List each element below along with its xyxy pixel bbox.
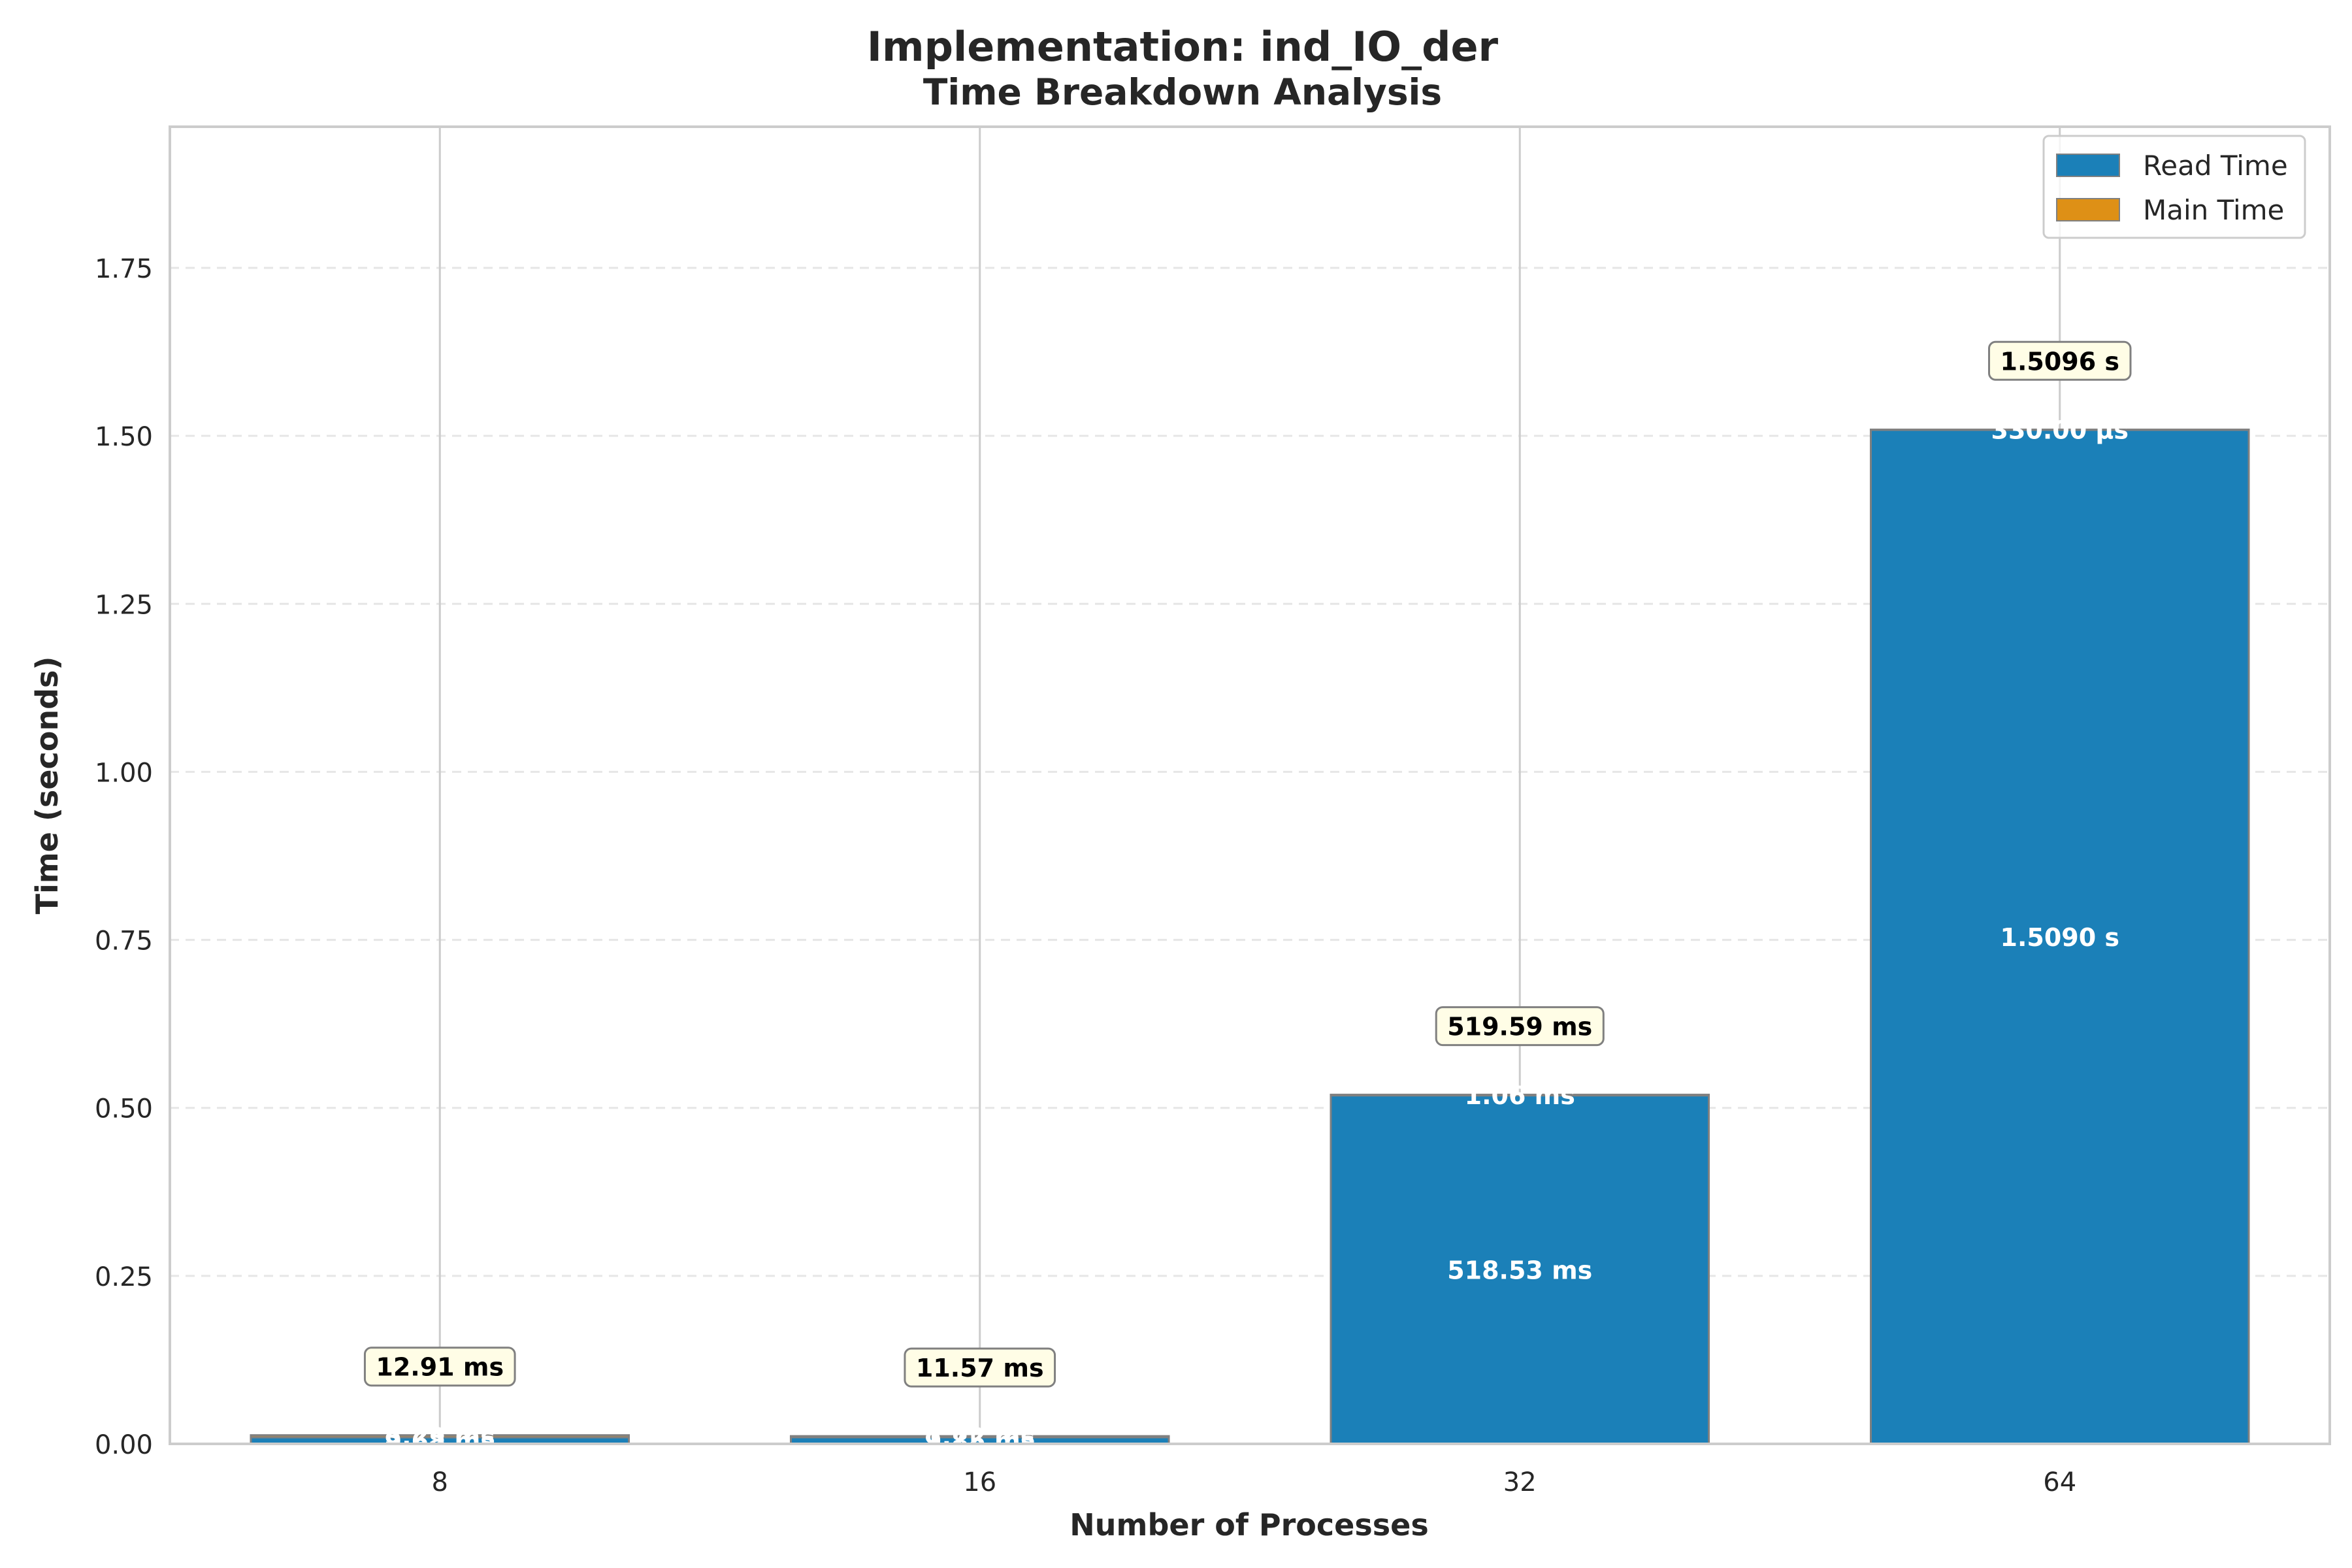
x-tick-label: 16 [963, 1467, 996, 1497]
bar-read-time [1869, 429, 2250, 1445]
legend-label-main-time: Main Time [2143, 194, 2284, 226]
total-value-annotation: 12.91 ms [363, 1347, 516, 1387]
y-tick-label: 1.50 [95, 422, 153, 452]
main-time-value-label: 1.06 ms [1465, 1081, 1575, 1110]
main-time-value-label: 1.72 ms [924, 1423, 1035, 1452]
x-axis-label: Number of Processes [1070, 1507, 1428, 1543]
total-value-label: 12.91 ms [376, 1353, 504, 1382]
read-time-value-label: 9.68 ms [385, 1427, 495, 1456]
y-tick-label: 0.75 [95, 926, 153, 956]
legend: Read Time Main Time [2042, 135, 2306, 239]
x-axis-ticks: 8 16 32 64 [432, 1467, 2077, 1497]
bar-main-time [789, 1435, 1170, 1439]
legend-swatch-main-time [2056, 198, 2120, 221]
chart-title: Implementation: ind_IO_der [867, 23, 1499, 71]
y-axis-ticks: 0.00 0.25 0.50 0.75 1.00 1.25 1.50 1.75 [95, 254, 153, 1460]
bar-main-time [1330, 1094, 1710, 1097]
bars-layer [250, 429, 2250, 1445]
chart-subtitle: Time Breakdown Analysis [923, 71, 1442, 113]
plot-frame [169, 125, 2331, 1445]
total-value-annotation: 519.59 ms [1435, 1006, 1605, 1047]
y-tick-label: 1.00 [95, 758, 153, 788]
labels-layer: 9.68 ms3.23 ms 12.91 ms 9.85 ms1.72 ms 11.5… [363, 340, 2132, 1456]
bar-read-time [1330, 1094, 1710, 1445]
y-axis-label: Time (seconds) [29, 657, 65, 915]
total-value-label: 11.57 ms [916, 1354, 1044, 1382]
bar-main-time [250, 1434, 630, 1439]
read-time-value-label: 9.85 ms [924, 1427, 1035, 1456]
main-time-value-label: 330.00 μs [1991, 416, 2129, 445]
y-tick-label: 1.75 [95, 254, 153, 284]
total-value-label: 519.59 ms [1447, 1013, 1592, 1041]
total-value-label: 1.5096 s [2001, 347, 2120, 376]
x-tick-label: 32 [1503, 1467, 1537, 1497]
read-time-value-label: 518.53 ms [1447, 1256, 1592, 1284]
y-tick-label: 0.00 [95, 1430, 153, 1460]
total-value-box [1435, 1006, 1605, 1047]
read-time-value-label: 1.5090 s [2001, 923, 2120, 952]
y-tick-label: 0.50 [95, 1094, 153, 1124]
legend-label-read-time: Read Time [2143, 150, 2288, 182]
total-value-box [1988, 340, 2132, 381]
main-time-value-label: 3.23 ms [385, 1422, 495, 1451]
x-tick-label: 64 [2043, 1467, 2076, 1497]
x-tick-label: 8 [432, 1467, 448, 1497]
bar-main-time [1869, 429, 2250, 431]
total-value-box [363, 1347, 516, 1387]
y-tick-label: 1.25 [95, 590, 153, 620]
total-value-annotation: 1.5096 s [1988, 340, 2132, 381]
total-value-annotation: 11.57 ms [904, 1347, 1056, 1388]
total-value-box [904, 1347, 1056, 1388]
y-tick-label: 0.25 [95, 1262, 153, 1292]
legend-swatch-read-time [2056, 154, 2120, 177]
